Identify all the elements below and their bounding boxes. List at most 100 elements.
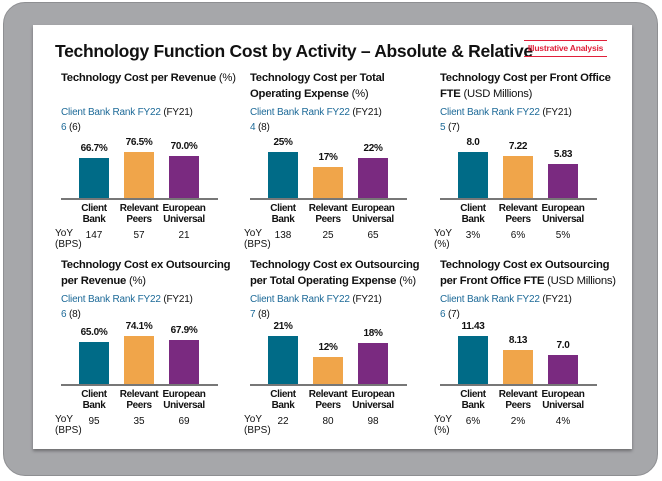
- bar-value-label: 74.1%: [125, 321, 153, 332]
- chart-baseline: [61, 198, 218, 200]
- panel-title-text: Technology Cost per Revenue: [61, 72, 219, 84]
- bar-relevant-peers: [313, 356, 343, 384]
- chart-baseline: [440, 198, 597, 200]
- bar-value-label: 7.0: [556, 339, 570, 351]
- bar-relevant-peers: [503, 156, 533, 198]
- bar-client-bank: [79, 341, 109, 384]
- chart-panel: Technology Cost ex Outsourcing per Reven…: [55, 257, 246, 437]
- category-label-client-bank: Client Bank: [270, 203, 296, 225]
- category-label-relevant-peers: Relevant Peers: [498, 203, 538, 225]
- rank-prev-value: (7): [447, 309, 460, 320]
- rank-label: Client Bank Rank FY22: [440, 294, 543, 305]
- rank-value: 6: [440, 309, 448, 320]
- bar-value-label: 76.5%: [125, 137, 153, 148]
- bar-european-universal: [169, 340, 199, 384]
- panel-title-text: Technology Cost ex Outsourcing per Total…: [250, 259, 420, 287]
- yoy-value: 3%: [465, 230, 481, 241]
- panel-title: Technology Cost ex Outsourcing per Reven…: [61, 257, 246, 289]
- yoy-label: YoY (BPS): [55, 414, 82, 436]
- panel-title-unit: (%): [399, 275, 416, 287]
- yoy-value: 22: [277, 416, 289, 427]
- category-label-client-bank: Client Bank: [460, 389, 486, 411]
- yoy-value: 2%: [510, 416, 526, 427]
- bar-value-label: 25%: [273, 137, 293, 148]
- category-label-relevant-peers: Relevant Peers: [308, 203, 348, 225]
- bar-european-universal: [358, 157, 388, 198]
- yoy-value: 5%: [555, 230, 571, 241]
- chart-panel: Technology Cost ex Outsourcing per Front…: [434, 257, 625, 437]
- yoy-value: 4%: [555, 416, 571, 427]
- yoy-value: 65: [367, 230, 379, 241]
- bar-value-label: 11.43: [461, 321, 485, 332]
- yoy-value: 57: [133, 230, 145, 241]
- chart-panel: Technology Cost per Revenue (%) Client Ba…: [55, 70, 246, 250]
- category-label-european-universal: European Universal: [541, 203, 585, 225]
- rank-prev-value: (7): [447, 122, 460, 133]
- yoy-value: 69: [178, 416, 190, 427]
- chart-panel: Technology Cost per Front Office FTE (US…: [434, 70, 625, 250]
- bar-relevant-peers: [313, 166, 343, 198]
- rank-prev-value: (8): [68, 309, 81, 320]
- bar-value-label: 18%: [363, 327, 383, 339]
- rank-info: Client Bank Rank FY22 (FY21) 6 (8): [61, 292, 193, 322]
- category-label-client-bank: Client Bank: [460, 203, 486, 225]
- category-label-european-universal: European Universal: [351, 389, 395, 411]
- panel-title: Technology Cost per Total Operating Expe…: [250, 70, 435, 102]
- bar-value-label: 8.0: [466, 137, 480, 148]
- panel-title-unit: (%): [218, 72, 236, 84]
- bar-relevant-peers: [503, 349, 533, 384]
- bar-relevant-peers: [124, 152, 154, 198]
- bar-value-label: 8.13: [508, 334, 528, 346]
- category-label-client-bank: Client Bank: [81, 389, 107, 411]
- chart-baseline: [440, 384, 597, 386]
- panel-title-text: Technology Cost ex Outsourcing per Front…: [440, 259, 610, 287]
- category-label-client-bank: Client Bank: [81, 203, 107, 225]
- rank-info: Client Bank Rank FY22 (FY21) 6 (7): [440, 292, 572, 322]
- panel-title: Technology Cost per Front Office FTE (US…: [440, 70, 625, 102]
- rank-label: Client Bank Rank FY22: [61, 107, 164, 118]
- yoy-label: YoY (BPS): [55, 228, 82, 250]
- panel-title-text: Technology Cost per Total Operating Expe…: [250, 72, 385, 100]
- bar-client-bank: [268, 336, 298, 384]
- bar-value-label: 65.0%: [80, 326, 108, 338]
- yoy-value: 98: [367, 416, 379, 427]
- chart-panel: Technology Cost ex Outsourcing per Total…: [244, 257, 435, 437]
- chart-panel: Technology Cost per Total Operating Expe…: [244, 70, 435, 250]
- rank-prev-label: (FY21): [542, 107, 572, 118]
- slide-title: Technology Function Cost by Activity – A…: [55, 41, 533, 61]
- chart-baseline: [250, 384, 407, 386]
- category-label-european-universal: European Universal: [162, 203, 206, 225]
- yoy-value: 35: [133, 416, 145, 427]
- rank-prev-label: (FY21): [352, 107, 382, 118]
- bar-value-label: 7.22: [508, 141, 528, 153]
- category-label-client-bank: Client Bank: [270, 389, 296, 411]
- rank-label: Client Bank Rank FY22: [250, 294, 353, 305]
- bar-client-bank: [458, 336, 488, 384]
- bar-european-universal: [358, 342, 388, 384]
- chart-baseline: [250, 198, 407, 200]
- yoy-value: 138: [274, 230, 292, 241]
- bar-european-universal: [548, 354, 578, 384]
- yoy-value: 6%: [465, 416, 481, 427]
- rank-prev-value: (6): [68, 122, 81, 133]
- rank-value: 6: [61, 122, 69, 133]
- panel-title-unit: (%): [128, 275, 146, 287]
- rank-label: Client Bank Rank FY22: [440, 107, 543, 118]
- panel-title: Technology Cost ex Outsourcing per Total…: [250, 257, 435, 289]
- category-label-european-universal: European Universal: [351, 203, 395, 225]
- rank-prev-label: (FY21): [352, 294, 382, 305]
- bar-value-label: 70.0%: [170, 140, 198, 152]
- yoy-value: 80: [322, 416, 334, 427]
- yoy-value: 6%: [510, 230, 526, 241]
- category-label-european-universal: European Universal: [541, 389, 585, 411]
- bar-european-universal: [548, 164, 578, 198]
- category-label-relevant-peers: Relevant Peers: [119, 389, 159, 411]
- yoy-label: YoY (%): [434, 414, 452, 436]
- panel-title-unit: (USD Millions): [547, 275, 616, 287]
- panel-title-unit: (USD Millions): [463, 88, 533, 100]
- chart-baseline: [61, 384, 218, 386]
- rank-prev-value: (8): [257, 309, 270, 320]
- panel-title-text: Technology Cost per Front Office FTE: [440, 72, 611, 100]
- rank-value: 5: [440, 122, 448, 133]
- yoy-value: 147: [85, 230, 103, 241]
